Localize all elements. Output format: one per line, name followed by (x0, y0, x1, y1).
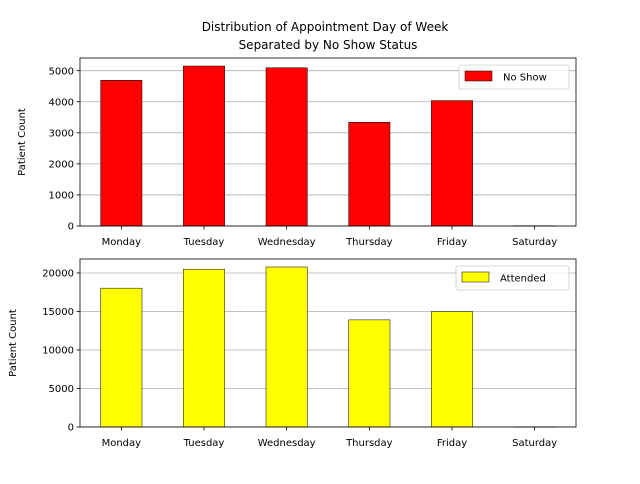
attended-ytick-label: 5000 (49, 384, 74, 395)
no-show-ylabel: Patient Count (17, 108, 28, 176)
attended-legend-swatch (462, 272, 489, 282)
attended-xtick-label-wednesday: Wednesday (258, 438, 316, 449)
no-show-bar-tuesday (183, 66, 224, 226)
no-show-xtick-label-monday: Monday (102, 237, 142, 248)
no-show-bar-wednesday (266, 68, 307, 226)
attended-xtick-label-friday: Friday (437, 438, 467, 449)
no-show-xtick-label-tuesday: Tuesday (183, 237, 225, 248)
no-show-ytick-label: 3000 (49, 128, 74, 139)
no-show-xtick-label-thursday: Thursday (345, 237, 393, 248)
no-show-xtick-label-friday: Friday (437, 237, 467, 248)
no-show-xtick-label-saturday: Saturday (512, 237, 557, 248)
attended-xtick-label-monday: Monday (102, 438, 142, 449)
no-show-ytick-label: 0 (68, 222, 74, 233)
attended-xtick-label-saturday: Saturday (512, 438, 557, 449)
no-show-ytick-label: 5000 (49, 66, 74, 77)
attended-ytick-label: 20000 (42, 269, 74, 280)
no-show-bar-friday (431, 101, 472, 226)
no-show-ytick-label: 2000 (49, 159, 74, 170)
no-show-ytick-label: 4000 (49, 97, 74, 108)
no-show-legend-swatch (465, 71, 492, 81)
attended-ytick-label: 10000 (42, 346, 74, 357)
attended-bar-tuesday (183, 269, 224, 427)
chart-subtitle: Separated by No Show Status (239, 38, 418, 52)
no-show-legend-label: No Show (503, 73, 547, 84)
chart-title: Distribution of Appointment Day of Week (202, 20, 449, 34)
attended-bar-thursday (349, 320, 390, 427)
attended-bar-friday (431, 312, 472, 427)
attended-ylabel: Patient Count (8, 309, 19, 377)
attended-ytick-label: 0 (68, 423, 74, 434)
attended-ytick-label: 15000 (42, 307, 74, 318)
attended-legend-label: Attended (500, 274, 546, 285)
attended-bar-monday (101, 288, 142, 427)
attended-xtick-label-thursday: Thursday (345, 438, 393, 449)
no-show-ytick-label: 1000 (49, 191, 74, 202)
attended-xtick-label-tuesday: Tuesday (183, 438, 225, 449)
no-show-bar-monday (101, 80, 142, 226)
no-show-bar-thursday (349, 122, 390, 226)
attended-bar-wednesday (266, 267, 307, 427)
no-show-xtick-label-wednesday: Wednesday (258, 237, 316, 248)
